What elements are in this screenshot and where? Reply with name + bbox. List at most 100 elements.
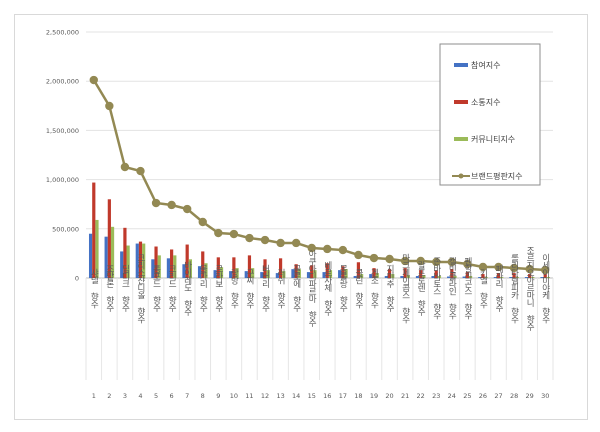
category-name: 구찌 향수 [244, 269, 254, 310]
legend-label: 커뮤니티지수 [471, 134, 515, 144]
category-number: 28 [510, 392, 518, 400]
bar-0-20 [384, 276, 388, 278]
bar-1-12 [263, 259, 267, 278]
bar-2-13 [282, 271, 286, 278]
legend-swatch-2 [454, 137, 468, 141]
bar-0-26 [478, 277, 482, 278]
bar-2-20 [391, 274, 395, 278]
bar-1-28 [512, 273, 516, 278]
brand-index-point-6 [167, 200, 176, 210]
bar-0-21 [400, 276, 404, 278]
bar-0-1 [88, 233, 93, 278]
bar-2-16 [328, 270, 333, 278]
category-number: 3 [123, 392, 127, 400]
brand-index-point-25 [463, 259, 472, 269]
bar-1-9 [216, 257, 220, 278]
category-number: 6 [170, 392, 174, 400]
category-number: 21 [401, 392, 409, 400]
category-number: 15 [308, 392, 316, 400]
bar-0-23 [431, 276, 435, 278]
bar-2-2 [110, 226, 115, 278]
bar-2-21 [406, 275, 410, 278]
category-name: 바이레도 향수 [182, 260, 192, 317]
category-name: 끌로에 향수 [291, 265, 301, 313]
category-name: 버버리 향수 [260, 264, 270, 313]
brand-index-point-22 [416, 256, 425, 266]
bar-2-15 [313, 270, 317, 278]
category-number: 22 [417, 392, 425, 400]
category-name: 존바바토스 향수 [431, 257, 441, 320]
brand-index-point-14 [291, 238, 301, 248]
brand-index-point-10 [229, 229, 239, 239]
category-name: 러쉬 향수 [276, 269, 286, 310]
category-name: 랄프로렌 향수 [416, 260, 426, 317]
legend-label: 소통지수 [471, 98, 500, 107]
bar-0-28 [509, 277, 513, 278]
bar-1-2 [107, 199, 111, 278]
bar-1-7 [185, 244, 189, 278]
bar-2-27 [500, 277, 504, 278]
category-number: 9 [216, 392, 220, 400]
legend-label: 참여지수 [471, 60, 500, 70]
bar-2-23 [437, 276, 442, 278]
bar-1-5 [154, 246, 158, 278]
bar-2-28 [515, 277, 519, 278]
category-name: 조말론 향수 [104, 265, 114, 313]
bar-1-20 [387, 269, 392, 278]
bar-2-25 [468, 276, 473, 278]
bar-2-19 [375, 273, 379, 278]
bar-2-7 [188, 259, 192, 278]
bar-1-13 [278, 258, 283, 278]
y-tick-label: 2,500,000 [46, 29, 79, 37]
category-name: 마크제이콥스 향수 [400, 254, 410, 325]
category-number: 17 [339, 392, 347, 400]
bar-2-12 [266, 270, 270, 278]
bar-1-19 [372, 268, 376, 278]
bar-0-9 [213, 270, 217, 278]
category-name: 베르사체 향수 [322, 261, 332, 317]
bar-0-18 [353, 276, 357, 278]
category-name: 톰포드 향수 [151, 265, 161, 313]
bar-2-5 [157, 255, 161, 278]
category-name: 지미추 향수 [385, 265, 395, 313]
category-number: 19 [370, 392, 378, 400]
legend-swatch-0 [454, 63, 468, 67]
bar-0-12 [260, 272, 264, 278]
category-number: 10 [230, 392, 238, 400]
bar-0-2 [104, 236, 108, 278]
chart-frame [14, 14, 588, 420]
bar-2-9 [219, 267, 224, 278]
category-number: 20 [385, 392, 393, 400]
bar-0-30 [540, 277, 544, 278]
category-name: 조르지오아르마니 향수 [525, 246, 535, 332]
bar-1-6 [170, 249, 174, 278]
brand-index-point-28 [509, 263, 519, 273]
category-name: 겐조 향수 [369, 269, 379, 310]
bar-0-13 [275, 273, 279, 278]
bar-2-26 [484, 277, 488, 278]
brand-index-point-2 [105, 101, 114, 111]
category-number: 1 [92, 392, 96, 400]
bar-0-16 [322, 272, 326, 278]
legend-marker [458, 173, 464, 179]
brand-index-point-26 [478, 262, 488, 272]
brand-index-point-30 [541, 265, 550, 275]
category-number: 25 [463, 392, 471, 400]
category-number: 11 [245, 392, 253, 400]
bar-0-14 [291, 269, 295, 278]
brand-index-point-3 [120, 162, 130, 172]
bar-0-11 [244, 271, 248, 278]
bar-1-26 [481, 274, 485, 278]
category-name: 클린 향수 [353, 269, 363, 310]
bar-1-18 [356, 262, 361, 278]
category-name: 딥디크 향수 [120, 264, 130, 313]
category-name: 샤넬 향수 [89, 268, 99, 310]
category-name: 불가리 향수 [198, 264, 208, 313]
category-name: 롤리타렘피카 향수 [509, 254, 519, 325]
category-number: 7 [185, 392, 189, 400]
bar-2-24 [453, 276, 457, 278]
bar-2-14 [297, 269, 301, 278]
category-number: 26 [479, 392, 487, 400]
category-number: 29 [526, 392, 534, 400]
